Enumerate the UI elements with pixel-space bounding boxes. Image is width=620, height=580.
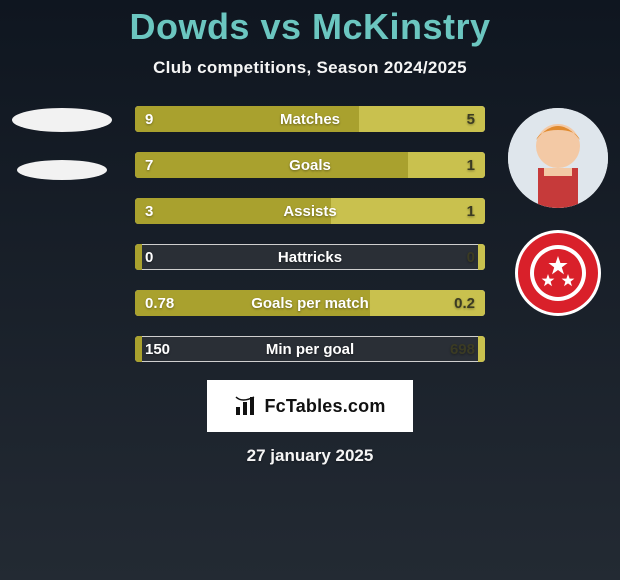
bar-track <box>135 244 485 270</box>
watermark-text: FcTables.com <box>264 396 385 417</box>
left-placeholder-2 <box>17 160 107 180</box>
bar-row: 95Matches <box>135 106 485 132</box>
bar-left-value: 0 <box>145 244 153 270</box>
bar-left-fill <box>135 198 331 224</box>
club-crest-right <box>515 230 601 316</box>
bar-left-fill <box>135 106 359 132</box>
bar-right-fill <box>331 198 485 224</box>
date: 27 january 2025 <box>247 446 374 466</box>
bar-right-value: 1 <box>467 198 475 224</box>
bar-right-value: 698 <box>450 336 475 362</box>
bar-row: 71Goals <box>135 152 485 178</box>
content: Dowds vs McKinstry Club competitions, Se… <box>0 0 620 580</box>
subtitle: Club competitions, Season 2024/2025 <box>153 58 467 78</box>
avatar-placeholder-icon <box>508 108 608 208</box>
left-placeholder-1 <box>12 108 112 132</box>
bar-left-value: 150 <box>145 336 170 362</box>
bar-track <box>135 336 485 362</box>
bar-row: 31Assists <box>135 198 485 224</box>
watermark: FcTables.com <box>207 380 413 432</box>
crest-icon <box>515 230 601 316</box>
page-title: Dowds vs McKinstry <box>129 6 490 48</box>
chart-bars-icon <box>234 394 258 418</box>
bar-right-value: 5 <box>467 106 475 132</box>
bar-row: 150698Min per goal <box>135 336 485 362</box>
bar-right-fill <box>478 336 485 362</box>
bar-left-value: 9 <box>145 106 153 132</box>
left-side-column <box>7 106 117 180</box>
bar-right-value: 1 <box>467 152 475 178</box>
bar-right-fill <box>478 244 485 270</box>
bar-left-fill <box>135 244 142 270</box>
bar-row: 00Hattricks <box>135 244 485 270</box>
player-avatar-right <box>508 108 608 208</box>
bar-right-value: 0.2 <box>454 290 475 316</box>
bar-row: 0.780.2Goals per match <box>135 290 485 316</box>
bar-left-value: 7 <box>145 152 153 178</box>
main-row: 95Matches71Goals31Assists00Hattricks0.78… <box>0 106 620 362</box>
bar-left-value: 3 <box>145 198 153 224</box>
bar-left-fill <box>135 336 142 362</box>
bar-left-fill <box>135 152 408 178</box>
right-side-column <box>503 106 613 316</box>
bar-right-value: 0 <box>467 244 475 270</box>
bar-left-value: 0.78 <box>145 290 174 316</box>
comparison-bars: 95Matches71Goals31Assists00Hattricks0.78… <box>135 106 485 362</box>
